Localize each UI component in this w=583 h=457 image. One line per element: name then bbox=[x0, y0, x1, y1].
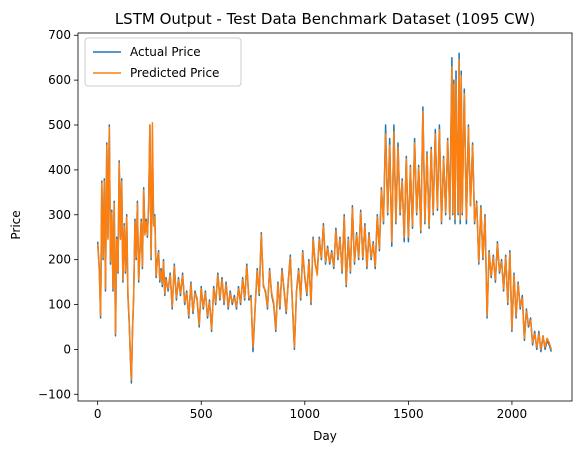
legend-label-1: Actual Price bbox=[130, 45, 201, 59]
x-axis-label: Day bbox=[313, 429, 337, 443]
y-tick-label: 600 bbox=[48, 73, 71, 87]
y-axis-label: Price bbox=[9, 210, 23, 239]
y-tick-label: 700 bbox=[48, 28, 71, 42]
y-tick-label: 200 bbox=[48, 253, 71, 267]
y-tick-label: 300 bbox=[48, 208, 71, 222]
y-tick-label: 400 bbox=[48, 163, 71, 177]
x-tick-label: 1000 bbox=[290, 407, 321, 421]
legend-box bbox=[84, 37, 242, 87]
y-tick-label: 500 bbox=[48, 118, 71, 132]
legend-label-2: Predicted Price bbox=[130, 66, 219, 80]
chart-title: LSTM Output - Test Data Benchmark Datase… bbox=[115, 10, 535, 28]
plot-area: 0 500 1000 1500 2000 −100 0 100 200 300 400 500 600 7… bbox=[38, 28, 573, 421]
x-tick-label: 500 bbox=[190, 407, 213, 421]
x-tick-label: 1500 bbox=[393, 407, 424, 421]
y-tick-label: 0 bbox=[63, 342, 71, 356]
plot-frame bbox=[77, 32, 573, 402]
x-tick-label: 0 bbox=[94, 407, 102, 421]
series-line-2 bbox=[96, 59, 553, 381]
y-tick-label: −100 bbox=[38, 387, 71, 401]
y-tick-label: 100 bbox=[48, 298, 71, 312]
x-tick-label: 2000 bbox=[497, 407, 528, 421]
